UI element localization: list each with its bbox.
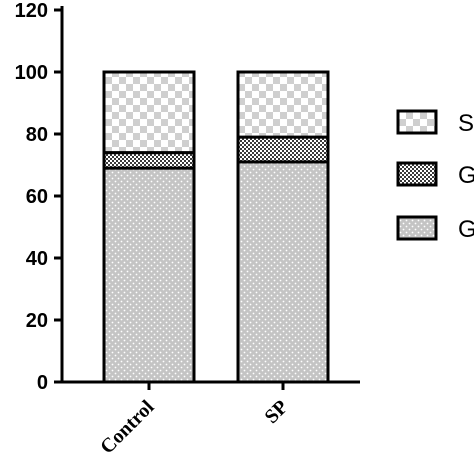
legend-swatch xyxy=(396,161,438,187)
y-tick-label: 20 xyxy=(26,310,48,332)
legend-swatch xyxy=(396,109,438,135)
y-tick-label: 0 xyxy=(37,372,48,394)
bar-segment-sp-0 xyxy=(236,160,330,384)
y-tick-label: 40 xyxy=(26,248,48,270)
bar-segment-control-2 xyxy=(102,70,196,155)
x-tick-label-control: Control xyxy=(96,396,159,459)
bars-layer xyxy=(102,70,330,384)
y-tick-label: 80 xyxy=(26,124,48,146)
legend-label: G xyxy=(458,216,474,243)
x-tick-label-sp: SP xyxy=(260,396,292,428)
legend-swatch xyxy=(396,215,438,241)
y-tick-label: 120 xyxy=(15,0,48,22)
bar-segment-control-1 xyxy=(102,151,196,170)
x-axis: Control SP xyxy=(60,380,360,459)
legend-label: S xyxy=(458,110,474,137)
legend-label: G xyxy=(458,162,474,189)
y-tick-label: 100 xyxy=(15,62,48,84)
bar-segment-sp-1 xyxy=(236,135,330,164)
y-axis: 0 20 40 60 80 100 120 xyxy=(15,0,64,394)
bar-segment-sp-2 xyxy=(236,70,330,139)
bar-segment-control-0 xyxy=(102,166,196,384)
legend: SGG xyxy=(396,109,474,243)
y-tick-label: 60 xyxy=(26,186,48,208)
